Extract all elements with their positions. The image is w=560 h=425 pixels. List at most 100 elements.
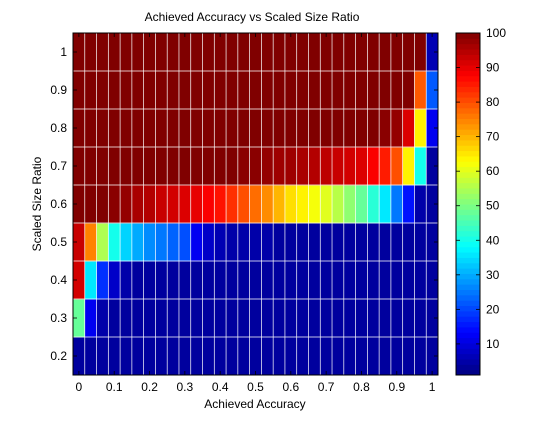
heatmap-cell (214, 185, 227, 224)
heatmap-cell (284, 109, 298, 148)
colorbar-segment (456, 161, 480, 168)
heatmap-cell (273, 109, 286, 148)
colorbar-tick-label: 60 (486, 164, 500, 178)
heatmap-cell (143, 261, 156, 300)
heatmap-cell (308, 109, 321, 148)
heatmap-cell (332, 185, 345, 224)
heatmap-cell (226, 147, 239, 186)
heatmap-cell (73, 223, 86, 262)
y-tick-label: 0.4 (50, 273, 67, 287)
heatmap-cell (390, 299, 404, 338)
grid-lines (73, 33, 438, 375)
heatmap-cell (355, 109, 368, 148)
heatmap-cell (155, 109, 168, 148)
heatmap-cell (84, 223, 97, 262)
heatmap-cell (320, 147, 333, 186)
x-axis-label: Achieved Accuracy (204, 397, 305, 411)
heatmap-cell (226, 33, 239, 72)
heatmap-cell (273, 71, 286, 110)
heatmap-cell (131, 71, 145, 110)
heatmap-cell (284, 223, 298, 262)
heatmap-cell (202, 33, 215, 72)
heatmap-cell (402, 109, 415, 148)
x-tick-label: 0.6 (282, 380, 299, 394)
heatmap-cell (426, 185, 439, 224)
x-tick-label: 0 (76, 380, 83, 394)
colorbar-tick-label: 30 (486, 268, 500, 282)
heatmap-cell (343, 299, 356, 338)
heatmap-cell (167, 185, 180, 224)
heatmap-cell (367, 109, 380, 148)
heatmap-cell (379, 147, 392, 186)
heatmap-cell (367, 223, 380, 262)
heatmap-cell (120, 185, 133, 224)
heatmap-cell (178, 71, 192, 110)
heatmap-cell (355, 71, 368, 110)
heatmap-cell (390, 185, 404, 224)
heatmap-cell (190, 337, 203, 376)
heatmap-cell (178, 185, 192, 224)
heatmap-cell (284, 261, 298, 300)
heatmap-cell (414, 71, 427, 110)
heatmap-cell (202, 71, 215, 110)
heatmap-cell (308, 337, 321, 376)
colorbar-segment (456, 38, 480, 45)
heatmap-cell (131, 261, 145, 300)
heatmap-cell (379, 337, 392, 376)
heatmap-cell (120, 223, 133, 262)
colorbar-segment (456, 198, 480, 205)
heatmap-cell (167, 109, 180, 148)
colorbar-segment (456, 65, 480, 71)
y-axis-label: Scaled Size Ratio (30, 156, 44, 251)
colorbar-segment (456, 316, 480, 323)
heatmap-cell (120, 109, 133, 148)
heatmap-cell (296, 337, 309, 376)
heatmap-cell (214, 109, 227, 148)
colorbar-segment (456, 252, 480, 258)
heatmap-cell (167, 299, 180, 338)
heatmap-cell (190, 71, 203, 110)
colorbar-segment (456, 268, 480, 274)
heatmap-cell (108, 299, 121, 338)
heatmap-cell (296, 71, 309, 110)
colorbar-segment (456, 300, 480, 307)
x-tick-label: 0.7 (318, 380, 335, 394)
heatmap-cell (390, 109, 404, 148)
colorbar-segment (456, 353, 480, 360)
heatmap-cell (402, 299, 415, 338)
heatmap-cell (167, 223, 180, 262)
heatmap-cell (249, 261, 262, 300)
colorbar-segment (456, 59, 480, 66)
heatmap-cell (284, 337, 298, 376)
heatmap-cell (308, 261, 321, 300)
colorbar-tick-label: 90 (486, 61, 500, 75)
heatmap-cell (426, 109, 439, 148)
heatmap-cell (273, 299, 286, 338)
colorbar-segment (456, 278, 480, 285)
heatmap-cell (214, 33, 227, 72)
heatmap-cell (426, 33, 439, 72)
heatmap-cell (214, 223, 227, 262)
heatmap-cell (131, 337, 145, 376)
colorbar-segment (456, 123, 480, 130)
heatmap-cell (343, 261, 356, 300)
colorbar-segment (456, 139, 480, 146)
heatmap-cell (237, 71, 251, 110)
heatmap-cell (261, 223, 274, 262)
heatmap-cell (273, 33, 286, 72)
heatmap-cell (355, 33, 368, 72)
colorbar-segment (456, 209, 480, 216)
heatmap-cell (332, 299, 345, 338)
heatmap-cell (73, 109, 86, 148)
heatmap-cell (108, 109, 121, 148)
heatmap-cell (167, 33, 180, 72)
heatmap-cell (73, 147, 86, 186)
colorbar-segment (456, 129, 480, 136)
heatmap-cell (73, 337, 86, 376)
heatmap-cell (296, 33, 309, 72)
heatmap-cell (73, 71, 86, 110)
heatmap-cell (214, 261, 227, 300)
colorbar-segment (456, 134, 480, 141)
y-tick-label: 0.9 (50, 83, 67, 97)
